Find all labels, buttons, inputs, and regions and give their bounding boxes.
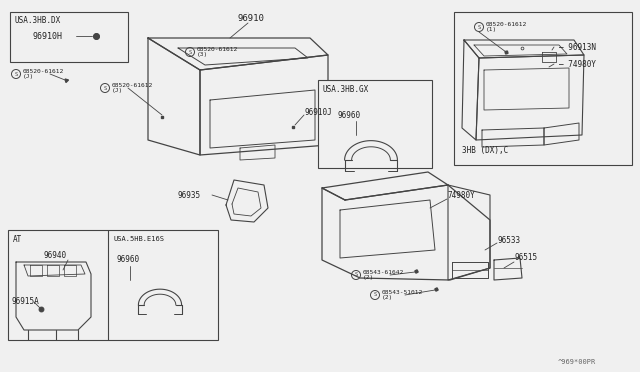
Text: 08520-61612
(1): 08520-61612 (1) bbox=[486, 22, 527, 32]
Text: — 74980Y: — 74980Y bbox=[559, 60, 596, 68]
Bar bbox=[454, 12, 632, 165]
Text: ^969*00PR: ^969*00PR bbox=[558, 359, 596, 365]
Text: 96940: 96940 bbox=[43, 251, 66, 260]
Text: S: S bbox=[14, 71, 18, 77]
Text: 96533: 96533 bbox=[498, 235, 521, 244]
Text: USA.3HB.GX: USA.3HB.GX bbox=[323, 84, 369, 93]
Text: 96915A: 96915A bbox=[11, 298, 39, 307]
Text: 08543-61642
(2): 08543-61642 (2) bbox=[363, 270, 404, 280]
Text: 3HB (DX),C: 3HB (DX),C bbox=[462, 145, 508, 154]
Text: 96910H: 96910H bbox=[32, 32, 62, 41]
Text: S: S bbox=[104, 86, 107, 90]
Text: 08520-61612
(J): 08520-61612 (J) bbox=[112, 83, 153, 93]
Text: S: S bbox=[188, 49, 191, 55]
Text: S: S bbox=[477, 25, 481, 29]
Text: 96935: 96935 bbox=[178, 190, 201, 199]
Text: 08520-61612
(3): 08520-61612 (3) bbox=[197, 46, 238, 57]
Text: — 96913N: — 96913N bbox=[559, 42, 596, 51]
Text: 96910: 96910 bbox=[238, 13, 265, 22]
Bar bbox=[318, 80, 432, 168]
Text: S: S bbox=[355, 273, 358, 278]
Text: USA.5HB.E16S: USA.5HB.E16S bbox=[113, 236, 164, 242]
Text: USA.3HB.DX: USA.3HB.DX bbox=[14, 16, 60, 25]
Bar bbox=[10, 12, 128, 62]
Text: 96960: 96960 bbox=[116, 256, 139, 264]
Text: 08520-61612
(J): 08520-61612 (J) bbox=[23, 68, 64, 79]
Bar bbox=[8, 230, 218, 340]
Text: 08543-51012
(2): 08543-51012 (2) bbox=[382, 289, 423, 301]
Text: 74980Y: 74980Y bbox=[448, 190, 476, 199]
Text: 96515: 96515 bbox=[515, 253, 538, 263]
Text: S: S bbox=[373, 292, 376, 298]
Text: 96960: 96960 bbox=[338, 110, 361, 119]
Text: 96910J: 96910J bbox=[305, 108, 333, 116]
Text: AT: AT bbox=[13, 234, 22, 244]
